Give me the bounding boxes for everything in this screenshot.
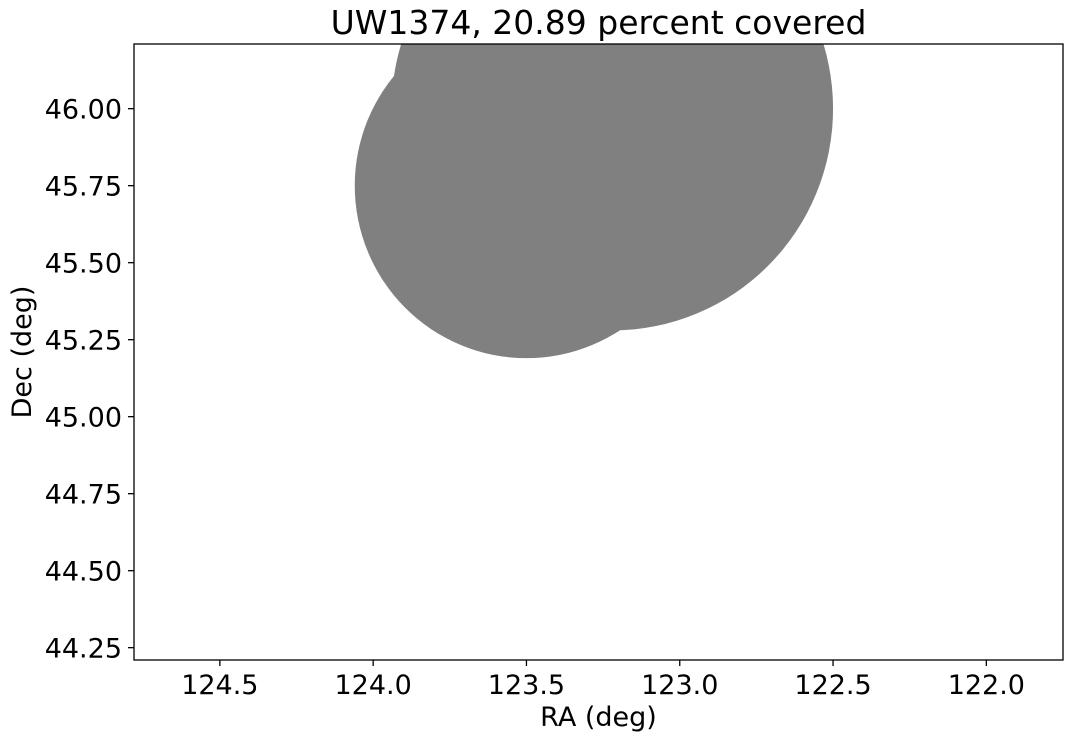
y-tick-label: 45.00 [45, 403, 122, 434]
y-tick-label: 44.75 [45, 480, 122, 511]
y-tick-label: 44.50 [45, 557, 122, 588]
x-axis: 124.5 124.0 123.5 123.0 122.5 122.0 [181, 660, 1025, 701]
y-tick-label: 45.75 [45, 172, 122, 203]
x-tick-label: 123.5 [488, 670, 565, 701]
y-axis: 44.25 44.50 44.75 45.00 45.25 45.50 45.75 46.00 [45, 95, 134, 665]
x-tick-label: 123.0 [641, 670, 718, 701]
x-tick-label: 122.5 [794, 670, 871, 701]
x-tick-label: 124.5 [181, 670, 258, 701]
coverage-region-2 [391, 44, 833, 331]
x-tick-label: 122.0 [948, 670, 1025, 701]
y-axis-label: Dec (deg) [7, 286, 38, 419]
chart-title: UW1374, 20.89 percent covered [331, 3, 867, 42]
y-tick-label: 45.50 [45, 249, 122, 280]
x-tick-label: 124.0 [335, 670, 412, 701]
coverage-regions [354, 44, 833, 359]
y-tick-label: 45.25 [45, 326, 122, 357]
y-tick-label: 44.25 [45, 634, 122, 665]
plot-frame [133, 43, 1064, 661]
y-tick-label: 46.00 [45, 95, 122, 126]
x-axis-label: RA (deg) [540, 702, 657, 733]
